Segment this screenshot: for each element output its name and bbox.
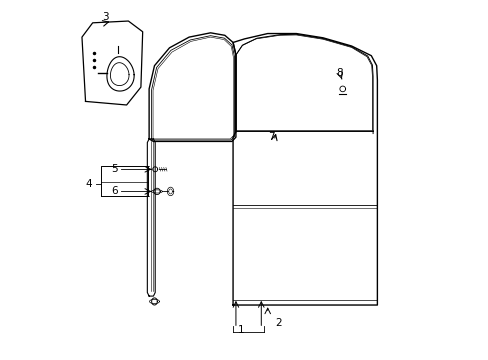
Text: 4: 4 — [85, 179, 92, 189]
Text: 7: 7 — [267, 132, 274, 142]
Text: 8: 8 — [335, 68, 342, 78]
Text: 2: 2 — [275, 318, 281, 328]
Text: 5: 5 — [111, 164, 117, 174]
Text: 3: 3 — [102, 13, 108, 22]
Text: 6: 6 — [111, 186, 117, 197]
Text: 1: 1 — [237, 325, 244, 335]
